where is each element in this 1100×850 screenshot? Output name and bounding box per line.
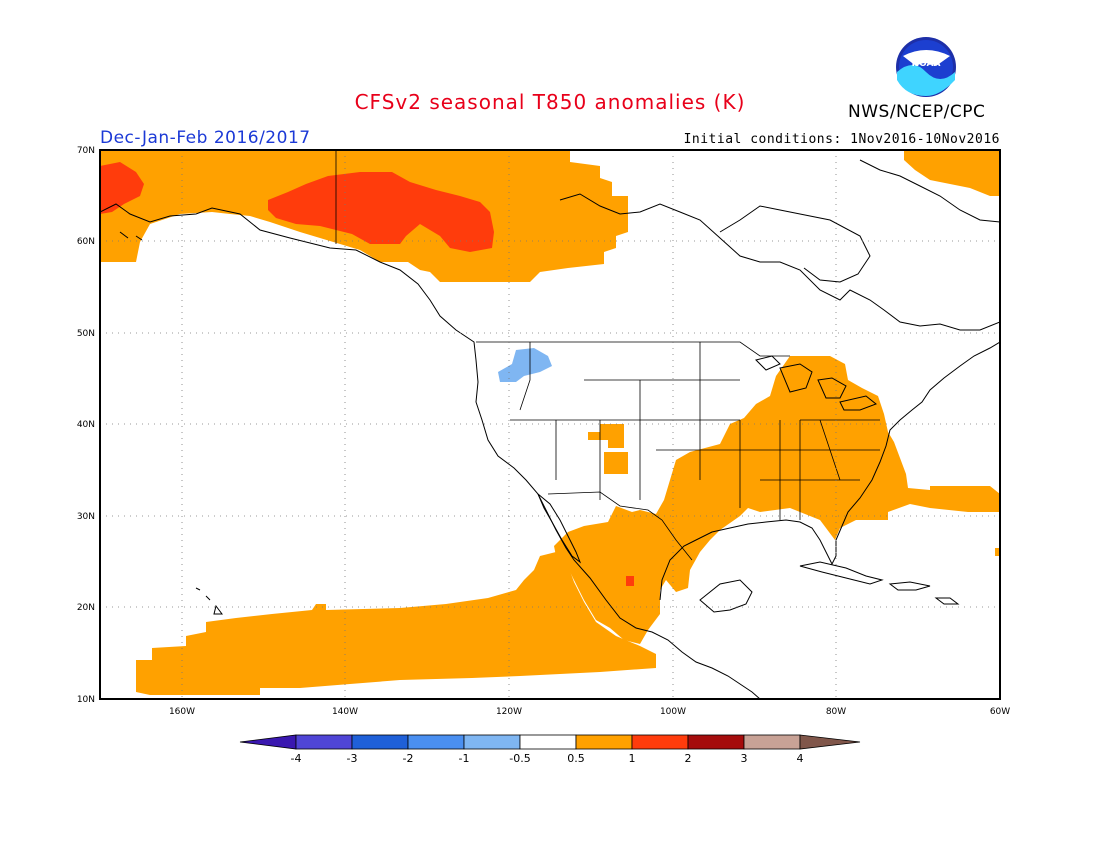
noaa-logo: NOAA	[896, 37, 956, 97]
chart-title: CFSv2 seasonal T850 anomalies (K)	[354, 90, 746, 114]
colorbar-label: 3	[741, 752, 748, 765]
colorbar-swatch-1-2	[631, 734, 689, 750]
lat-label-50n: 50N	[77, 329, 95, 339]
colorbar-swatch-neg3-neg2	[351, 734, 409, 750]
initial-conditions-label: Initial conditions: 1Nov2016-10Nov2016	[683, 132, 1000, 147]
colorbar-swatch-2-3	[687, 734, 745, 750]
lon-label-140w: 140W	[332, 707, 358, 717]
lat-label-10n: 10N	[77, 695, 95, 705]
colorbar-swatch-05-1	[575, 734, 633, 750]
colorbar-swatch-neg4-neg3	[295, 734, 353, 750]
colorbar-label: -4	[291, 752, 302, 765]
colorbar-label: 0.5	[567, 752, 585, 765]
anomaly-negative-weak	[498, 348, 552, 382]
lon-label-80w: 80W	[826, 707, 846, 717]
colorbar-swatch-neg2-neg1	[407, 734, 465, 750]
map-frame	[99, 149, 1001, 700]
latitude-labels: 10N 20N 30N 40N 50N 60N 70N	[77, 146, 95, 705]
colorbar-swatch-lt-neg4	[239, 734, 297, 750]
organization-label: NWS/NCEP/CPC	[848, 102, 986, 122]
colorbar-label: -0.5	[509, 752, 530, 765]
colorbar-label: 4	[797, 752, 804, 765]
coastlines	[100, 159, 1000, 699]
colorbar-label: -1	[459, 752, 470, 765]
noaa-logo-text: NOAA	[912, 59, 941, 69]
colorbar-label: -3	[347, 752, 358, 765]
colorbar-labels: -4 -3 -2 -1 -0.5 0.5 1 2 3 4	[291, 752, 804, 765]
longitude-labels: 160W 140W 120W 100W 80W 60W	[169, 707, 1010, 717]
lat-label-20n: 20N	[77, 603, 95, 613]
lat-label-40n: 40N	[77, 420, 95, 430]
lat-label-30n: 30N	[77, 512, 95, 522]
colorbar-swatch-3-4	[743, 734, 801, 750]
colorbar	[239, 734, 861, 750]
lon-label-120w: 120W	[496, 707, 522, 717]
lon-label-160w: 160W	[169, 707, 195, 717]
political-borders	[335, 150, 880, 561]
colorbar-label: 1	[629, 752, 636, 765]
lat-label-60n: 60N	[77, 237, 95, 247]
lat-label-70n: 70N	[77, 146, 95, 156]
colorbar-swatch-gt-4	[799, 734, 861, 750]
graticule	[100, 150, 1000, 699]
colorbar-swatch-neutral	[519, 734, 577, 750]
anomaly-positive-strong	[100, 162, 634, 586]
season-label: Dec-Jan-Feb 2016/2017	[100, 128, 311, 148]
colorbar-label: -2	[403, 752, 414, 765]
colorbar-swatch-neg1-neg05	[463, 734, 521, 750]
lon-label-100w: 100W	[660, 707, 686, 717]
anomaly-positive-moderate	[100, 150, 1000, 695]
colorbar-label: 2	[685, 752, 692, 765]
lon-label-60w: 60W	[990, 707, 1010, 717]
